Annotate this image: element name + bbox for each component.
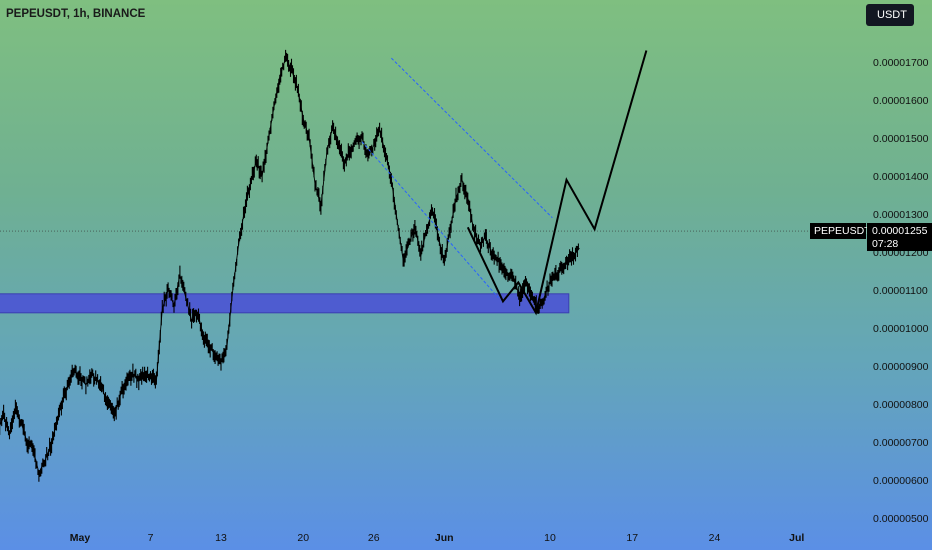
y-tick-label: 0.00000700	[873, 437, 929, 449]
bar-countdown: 07:28	[872, 238, 899, 250]
x-tick-label: May	[70, 532, 91, 544]
channel-upper-line[interactable]	[391, 57, 553, 219]
symbol-header: PEPEUSDT, 1h, BINANCE	[6, 8, 146, 20]
y-tick-label: 0.00001500	[873, 133, 929, 145]
x-tick-label: 26	[368, 532, 380, 544]
price-candles	[0, 49, 579, 482]
current-price-value: 0.00001255	[872, 225, 928, 237]
symbol-price-tag: PEPEUSDT	[810, 223, 871, 239]
x-tick-label: 24	[709, 532, 721, 544]
x-tick-label: 7	[148, 532, 154, 544]
y-tick-label: 0.00000500	[873, 513, 929, 525]
x-tick-label: Jul	[789, 532, 804, 544]
projection-path[interactable]	[466, 50, 648, 316]
y-tick-label: 0.00000800	[873, 399, 929, 411]
y-tick-label: 0.00000600	[873, 475, 929, 487]
currency-button[interactable]: USDT	[866, 4, 914, 26]
channel-lower-line[interactable]	[361, 141, 499, 298]
x-tick-label: 20	[297, 532, 309, 544]
x-tick-label: 17	[626, 532, 638, 544]
y-tick-label: 0.00001400	[873, 171, 929, 183]
y-tick-label: 0.00000900	[873, 361, 929, 373]
y-tick-label: 0.00001000	[873, 323, 929, 335]
y-tick-label: 0.00001600	[873, 95, 929, 107]
x-tick-label: 13	[215, 532, 227, 544]
current-price-tag: 0.00001255 07:28	[867, 223, 932, 251]
y-tick-label: 0.00001100	[873, 285, 928, 297]
x-tick-label: 10	[544, 532, 556, 544]
x-tick-label: Jun	[435, 532, 454, 544]
y-tick-label: 0.00001300	[873, 209, 929, 221]
price-series-line	[0, 56, 580, 474]
support-zone[interactable]	[0, 293, 570, 314]
y-tick-label: 0.00001700	[873, 57, 929, 69]
